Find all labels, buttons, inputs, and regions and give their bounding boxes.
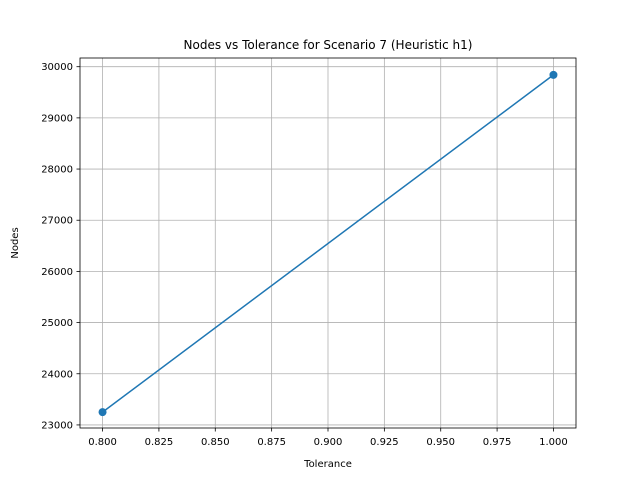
y-tick-label: 30000 xyxy=(41,62,73,73)
x-tick-label: 0.875 xyxy=(257,437,286,448)
x-tick-label: 0.800 xyxy=(88,437,117,448)
axis-ticks: 0.800 0.825 0.850 0.875 0.900 0.925 0.950 0.975… xyxy=(41,62,568,448)
axes-frame xyxy=(79,57,577,429)
data-point xyxy=(549,70,558,79)
y-tick-label: 28000 xyxy=(41,165,73,176)
y-tick-label: 26000 xyxy=(41,267,73,278)
grid xyxy=(80,58,576,428)
x-tick-label: 0.850 xyxy=(201,437,230,448)
data-point xyxy=(98,408,107,417)
x-tick-label: 1.000 xyxy=(539,437,568,448)
x-tick-label: 0.925 xyxy=(370,437,399,448)
x-tick-label: 0.975 xyxy=(483,437,512,448)
y-tick-label: 29000 xyxy=(41,113,73,124)
x-tick-label: 0.825 xyxy=(145,437,174,448)
y-tick-label: 23000 xyxy=(41,420,73,431)
y-tick-label: 24000 xyxy=(41,369,73,380)
y-tick-label: 25000 xyxy=(41,318,73,329)
x-tick-label: 0.950 xyxy=(426,437,455,448)
y-tick-label: 27000 xyxy=(41,216,73,227)
y-axis-label: Nodes xyxy=(10,227,21,258)
x-tick-label: 0.900 xyxy=(314,437,343,448)
x-axis-label: Tolerance xyxy=(303,459,352,470)
series-line xyxy=(102,74,554,413)
plot-area xyxy=(98,70,558,417)
chart-title: Nodes vs Tolerance for Scenario 7 (Heuri… xyxy=(184,38,473,52)
